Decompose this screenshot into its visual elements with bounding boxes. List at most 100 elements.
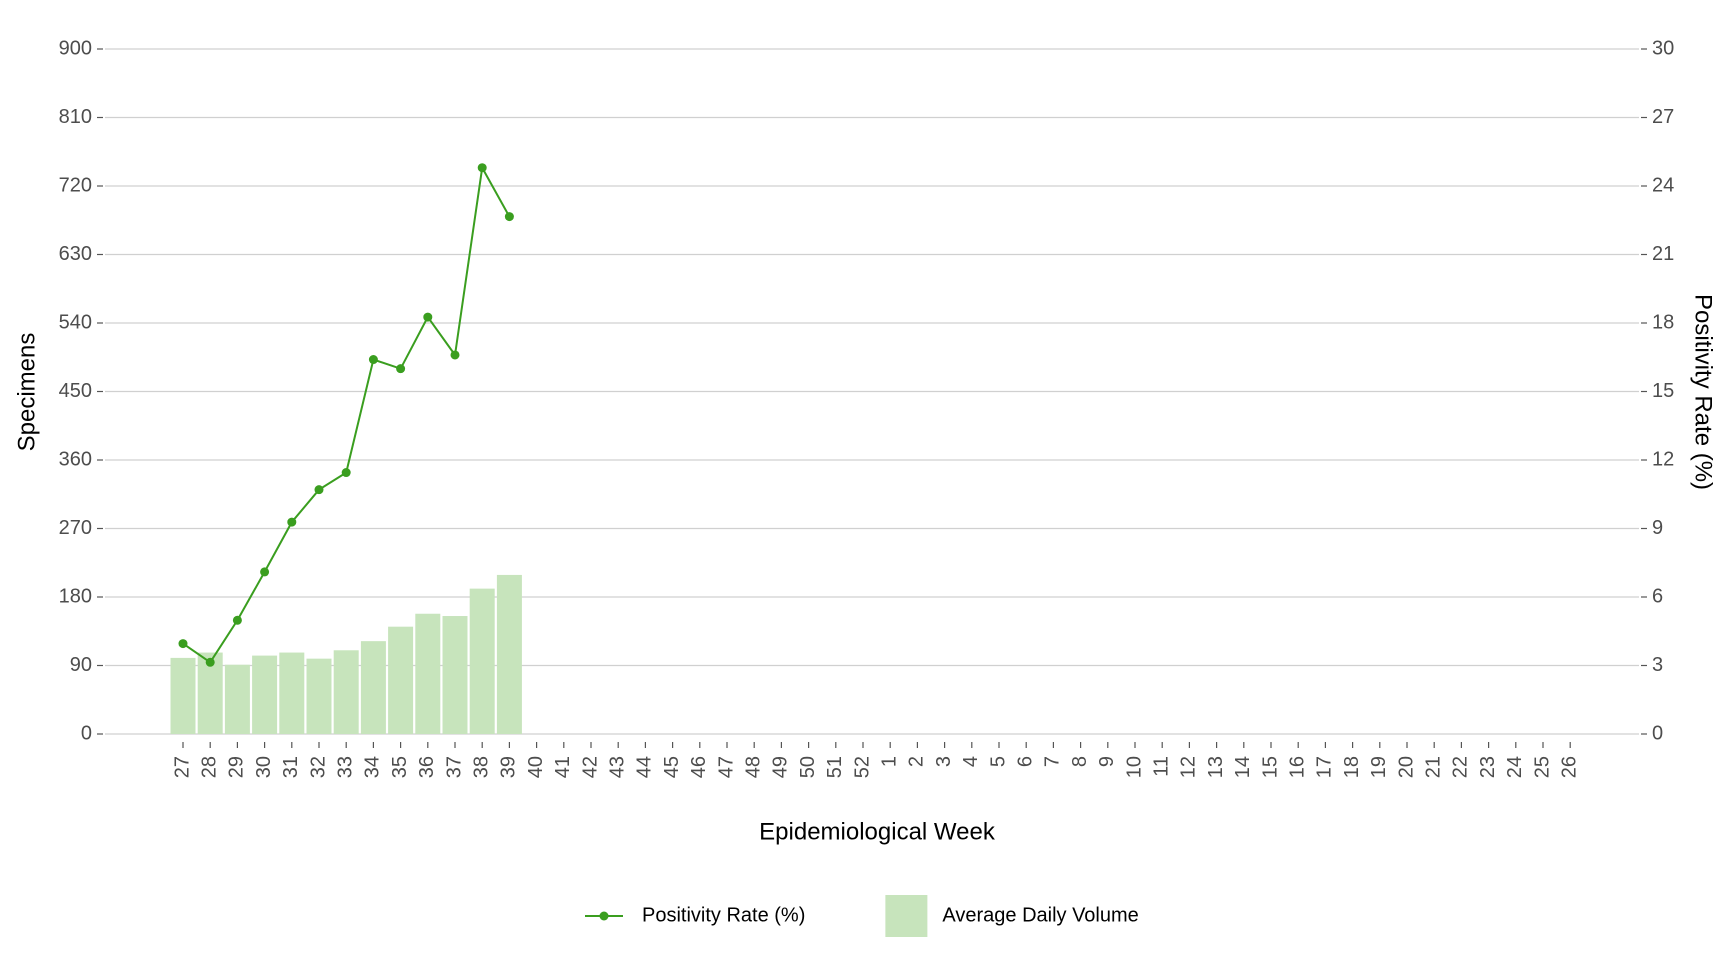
y2-tick-label: 15 — [1652, 380, 1674, 402]
y-tick-label: 720 — [59, 174, 92, 196]
line — [182, 164, 511, 664]
x-tick-label: 8 — [1069, 756, 1091, 767]
x-tick-label: 51 — [824, 756, 846, 778]
x-tick-label: 23 — [1477, 756, 1499, 778]
x-tick-label: 17 — [1314, 756, 1336, 778]
x-tick-label: 18 — [1341, 756, 1363, 778]
x-tick-label: 41 — [552, 756, 574, 778]
x-tick-label: 2 — [906, 756, 928, 767]
x-tick-label: 35 — [389, 756, 411, 778]
x-tick-label: 34 — [362, 756, 384, 778]
y2-tick-label: 12 — [1652, 448, 1674, 470]
point — [450, 350, 460, 360]
y-tick-label: 810 — [59, 106, 92, 128]
point — [232, 615, 242, 625]
y-tick-label: 540 — [59, 311, 92, 333]
y2-tick-label: 24 — [1652, 174, 1674, 196]
x-tick-label: 22 — [1450, 756, 1472, 778]
x-tick-label: 48 — [742, 756, 764, 778]
x-tick-label: 27 — [171, 756, 193, 778]
x-tick-label: 6 — [1014, 756, 1036, 767]
point — [396, 364, 406, 374]
legend-swatch — [885, 895, 928, 937]
bar — [496, 574, 522, 734]
x-tick-label: 52 — [851, 756, 873, 778]
y2-tick-label: 21 — [1652, 243, 1674, 265]
point — [314, 485, 324, 495]
x-tick-label: 1 — [878, 756, 900, 767]
y-tick-label: 450 — [59, 380, 92, 402]
point — [205, 657, 215, 667]
point — [477, 163, 487, 173]
y-tick-label: 900 — [59, 37, 92, 59]
point — [368, 355, 378, 365]
x-tick-label: 46 — [688, 756, 710, 778]
y2-tick-label: 3 — [1652, 654, 1663, 676]
y-tick-label: 90 — [70, 654, 92, 676]
x-tick-label: 13 — [1205, 756, 1227, 778]
x-tick-label: 39 — [498, 756, 520, 778]
point — [178, 639, 188, 649]
bar — [388, 626, 414, 734]
bar — [415, 613, 441, 734]
y2-tick-label: 30 — [1652, 37, 1674, 59]
x-tick-label: 5 — [987, 756, 1009, 767]
x-tick-label: 9 — [1096, 756, 1118, 767]
x-tick-label: 30 — [253, 756, 275, 778]
bar — [469, 588, 495, 734]
x-tick-label: 28 — [198, 756, 220, 778]
y2-tick-label: 27 — [1652, 106, 1674, 128]
bar — [333, 650, 359, 734]
legend-label: Average Daily Volume — [942, 904, 1138, 926]
x-tick-label: 12 — [1178, 756, 1200, 778]
y2-tick-label: 9 — [1652, 517, 1663, 539]
x-tick-label: 14 — [1232, 756, 1254, 778]
point — [260, 567, 270, 577]
x-tick-label: 45 — [661, 756, 683, 778]
x-tick-label: 36 — [416, 756, 438, 778]
y-tick-label: 0 — [81, 722, 92, 744]
x-tick-label: 25 — [1531, 756, 1553, 778]
y-axis-title: Specimens — [13, 333, 40, 452]
point — [341, 468, 351, 478]
x-tick-label: 37 — [443, 756, 465, 778]
x-tick-label: 44 — [634, 756, 656, 778]
y2-tick-label: 6 — [1652, 585, 1663, 607]
x-tick-label: 3 — [933, 756, 955, 767]
point — [504, 212, 514, 222]
legend-label: Positivity Rate (%) — [642, 904, 805, 926]
y-tick-label: 270 — [59, 517, 92, 539]
x-tick-label: 16 — [1286, 756, 1308, 778]
x-tick-label: 31 — [280, 756, 302, 778]
bar — [252, 655, 278, 734]
x-tick-label: 7 — [1042, 756, 1064, 767]
x-axis-title: Epidemiological Week — [759, 818, 996, 845]
bar — [360, 641, 386, 734]
y2-tick-label: 0 — [1652, 722, 1663, 744]
y-tick-label: 630 — [59, 243, 92, 265]
x-tick-label: 40 — [525, 756, 547, 778]
x-tick-label: 19 — [1368, 756, 1390, 778]
x-tick-label: 29 — [226, 756, 248, 778]
y-tick-label: 180 — [59, 585, 92, 607]
x-tick-label: 15 — [1259, 756, 1281, 778]
x-tick-label: 11 — [1150, 756, 1172, 777]
bar — [442, 616, 468, 734]
point — [423, 312, 433, 322]
x-tick-label: 50 — [797, 756, 819, 778]
x-tick-label: 26 — [1558, 756, 1580, 778]
x-tick-label: 21 — [1422, 756, 1444, 778]
x-tick-label: 42 — [579, 756, 601, 778]
y2-axis-title: Positivity Rate (%) — [1690, 294, 1717, 490]
y-tick-label: 360 — [59, 448, 92, 470]
bar — [306, 658, 332, 734]
y2-tick-label: 18 — [1652, 311, 1674, 333]
x-tick-label: 33 — [334, 756, 356, 778]
x-tick-label: 10 — [1123, 756, 1145, 778]
x-tick-label: 38 — [470, 756, 492, 778]
x-tick-label: 32 — [307, 756, 329, 778]
x-tick-label: 43 — [606, 756, 628, 778]
legend-marker — [599, 911, 609, 921]
x-tick-label: 20 — [1395, 756, 1417, 778]
